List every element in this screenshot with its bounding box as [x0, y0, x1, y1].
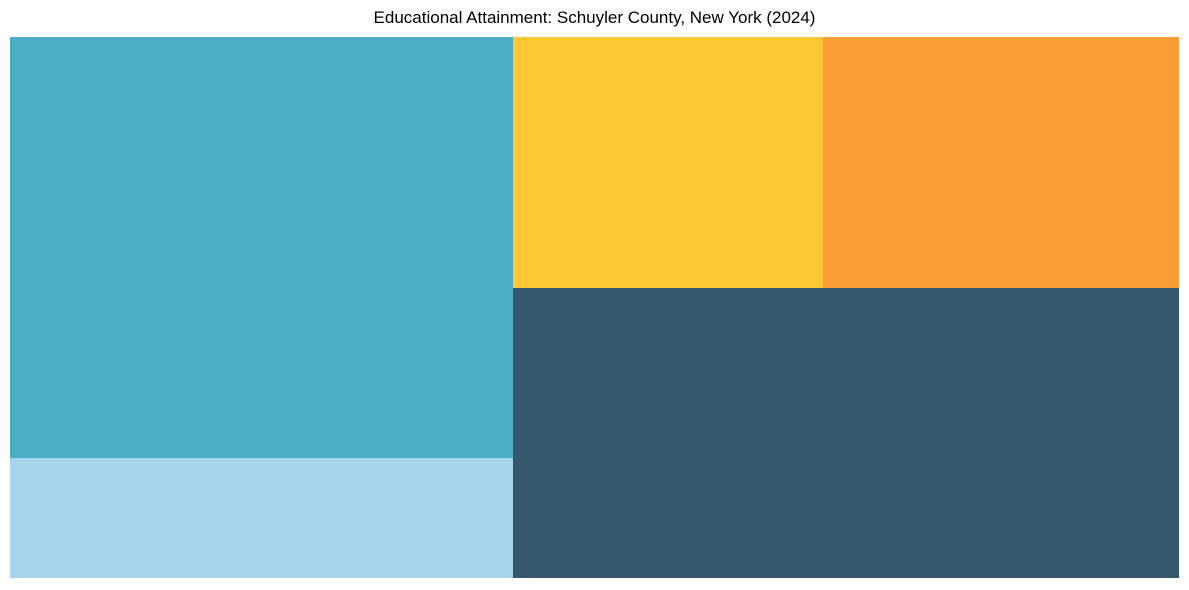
- treemap-tile-teal-segment[interactable]: [10, 37, 514, 458]
- treemap-plot-area: [10, 37, 1179, 578]
- treemap-tile-light-blue-segment[interactable]: [10, 458, 514, 578]
- treemap-tile-yellow-segment[interactable]: [513, 37, 824, 289]
- treemap-tile-dark-slate-segment[interactable]: [513, 288, 1179, 578]
- treemap-tile-orange-segment[interactable]: [823, 37, 1179, 289]
- chart-title: Educational Attainment: Schuyler County,…: [373, 8, 816, 27]
